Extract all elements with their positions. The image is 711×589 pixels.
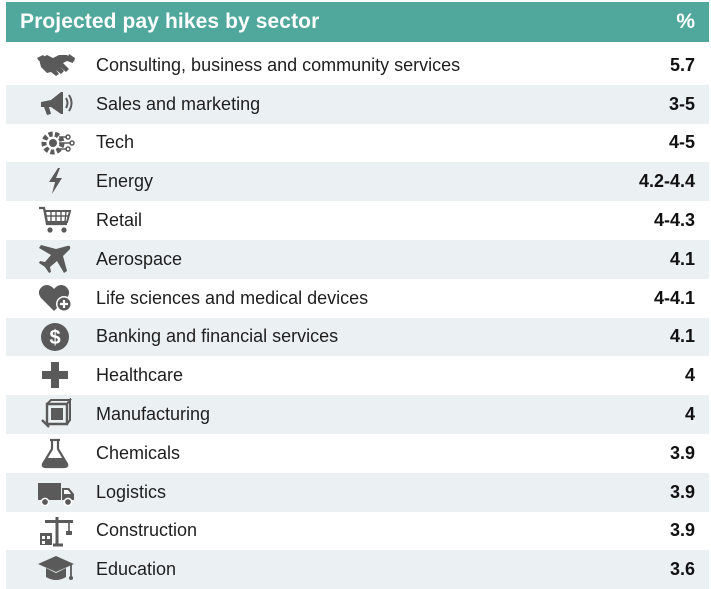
heart-plus-icon [36, 281, 76, 315]
pay-hike-value: 4-4.3 [653, 210, 695, 231]
svg-text:$: $ [49, 327, 60, 349]
table-row: Construction 3.9 [6, 512, 709, 551]
sector-label: Construction [96, 520, 198, 541]
sector-label: Education [96, 559, 177, 580]
sector-label: Tech [96, 132, 135, 153]
lightning-icon [36, 164, 76, 198]
sector-label: Chemicals [96, 442, 181, 463]
sector-label: Logistics [96, 481, 167, 502]
pay-hike-value: 3.9 [669, 481, 695, 502]
shopping-cart-icon [36, 203, 76, 237]
table-row: Consulting, business and community servi… [6, 46, 709, 85]
pay-hike-value: 4-4.1 [653, 287, 695, 308]
table-row: Healthcare 4 [6, 356, 709, 395]
sector-label: Sales and marketing [96, 93, 261, 114]
table-row: Aerospace 4.1 [6, 239, 709, 279]
table-row: Life sciences and medical devices 4-4.1 [6, 279, 709, 318]
sector-label: Manufacturing [96, 404, 211, 425]
sector-label: Energy [96, 171, 154, 192]
table-row: Retail 4-4.3 [6, 201, 709, 240]
sector-label: Life sciences and medical devices [96, 287, 369, 308]
unit-header: % [676, 10, 695, 33]
pay-hike-value: 4-5 [668, 132, 695, 153]
pay-hike-value: 3.9 [669, 442, 695, 463]
megaphone-icon [36, 87, 76, 121]
table-row: Education 3.6 [6, 550, 709, 589]
pay-hike-value: 3.6 [669, 559, 695, 580]
medical-cross-icon [36, 358, 76, 392]
sector-label: Banking and financial services [96, 326, 339, 347]
dollar-coin-icon: $ [36, 320, 76, 354]
table-row: Tech 4-5 [6, 124, 709, 163]
sector-label: Retail [96, 210, 143, 231]
factory-box-icon [36, 397, 76, 431]
truck-icon [36, 475, 76, 509]
crane-icon [36, 514, 76, 548]
pay-hike-value: 4.1 [669, 326, 695, 347]
table-header: Projected pay hikes by sector % [6, 2, 709, 42]
table-row: Chemicals 3.9 [6, 434, 709, 473]
table-row: Manufacturing 4 [6, 395, 709, 434]
table-row: Logistics 3.9 [6, 472, 709, 512]
table-row: Sales and marketing 3-5 [6, 84, 709, 124]
sector-label: Consulting, business and community servi… [96, 54, 461, 75]
sector-label: Aerospace [96, 248, 183, 269]
graduation-cap-icon [36, 552, 76, 586]
sector-label: Healthcare [96, 365, 184, 386]
flask-icon [36, 436, 76, 470]
pay-hike-value: 4.1 [669, 248, 695, 269]
pay-hike-value: 3.9 [669, 520, 695, 541]
pay-hike-value: 3-5 [668, 93, 695, 114]
table-body: Consulting, business and community servi… [6, 46, 709, 589]
pay-hike-value: 5.7 [669, 54, 695, 75]
pay-hike-value: 4 [684, 404, 695, 425]
circuit-gear-icon [36, 126, 76, 160]
table-row: Energy 4.2-4.4 [6, 162, 709, 202]
pay-hike-value: 4.2-4.4 [638, 171, 695, 192]
pay-hike-value: 4 [684, 365, 695, 386]
handshake-icon [36, 48, 76, 82]
airplane-icon [36, 242, 76, 276]
table-row: $ Banking and financial services 4.1 [6, 317, 709, 357]
table-title: Projected pay hikes by sector [20, 10, 320, 33]
